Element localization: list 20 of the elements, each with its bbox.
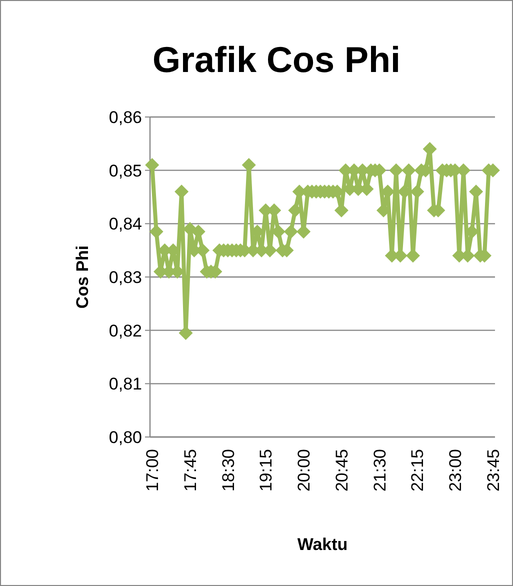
x-tick-label: 20:45	[332, 449, 352, 492]
x-tick-label: 18:30	[218, 449, 238, 492]
x-axis-title: Waktu	[297, 535, 348, 554]
x-tick-label: 17:45	[180, 449, 200, 492]
y-tick-label: 0,84	[108, 214, 142, 234]
x-tick-label: 22:15	[408, 449, 428, 492]
y-tick-label: 0,86	[108, 108, 142, 127]
x-tick-label: 20:00	[294, 449, 314, 492]
y-tick-label: 0,80	[108, 428, 142, 447]
x-tick-label: 23:45	[484, 449, 503, 492]
y-tick-label: 0,85	[108, 161, 142, 180]
y-axis-title: Cos Phi	[73, 245, 92, 309]
x-tick-label: 19:15	[256, 449, 276, 492]
x-tick-label: 23:00	[446, 449, 465, 492]
chart-title: Grafik Cos Phi	[152, 39, 401, 80]
y-tick-label: 0,83	[108, 268, 142, 287]
x-tick-label: 17:00	[143, 449, 162, 492]
x-tick-label: 21:30	[370, 449, 390, 492]
y-tick-label: 0,82	[108, 321, 142, 340]
y-tick-label: 0,81	[108, 374, 142, 394]
